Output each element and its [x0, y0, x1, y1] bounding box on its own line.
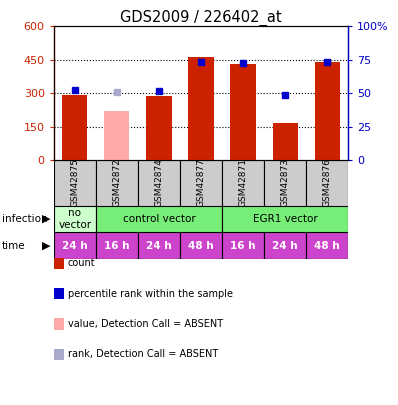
Bar: [180, 232, 222, 259]
Text: 48 h: 48 h: [188, 241, 214, 251]
Bar: [180, 160, 222, 206]
Text: 24 h: 24 h: [62, 241, 88, 251]
Bar: [54, 206, 96, 232]
Text: GSM42872: GSM42872: [112, 158, 121, 207]
Bar: [230, 64, 256, 160]
Title: GDS2009 / 226402_at: GDS2009 / 226402_at: [120, 10, 282, 26]
Bar: [54, 160, 96, 206]
Text: 16 h: 16 h: [230, 241, 256, 251]
Text: 24 h: 24 h: [272, 241, 298, 251]
Text: GSM42871: GSM42871: [238, 158, 248, 207]
Text: GSM42873: GSM42873: [281, 158, 290, 207]
Text: GSM42876: GSM42876: [323, 158, 332, 207]
Text: 24 h: 24 h: [146, 241, 172, 251]
Bar: [306, 232, 348, 259]
Text: infection: infection: [2, 214, 48, 224]
Bar: [222, 206, 348, 232]
Text: percentile rank within the sample: percentile rank within the sample: [68, 289, 233, 298]
Text: count: count: [68, 258, 95, 268]
Bar: [146, 96, 172, 160]
Text: value, Detection Call = ABSENT: value, Detection Call = ABSENT: [68, 319, 223, 329]
Bar: [62, 95, 88, 160]
Text: rank, Detection Call = ABSENT: rank, Detection Call = ABSENT: [68, 350, 218, 359]
Bar: [104, 111, 129, 160]
Bar: [314, 62, 340, 160]
Text: GSM42877: GSM42877: [197, 158, 205, 207]
Bar: [222, 232, 264, 259]
Bar: [96, 232, 138, 259]
Text: 16 h: 16 h: [104, 241, 130, 251]
Bar: [96, 160, 138, 206]
Text: GSM42875: GSM42875: [70, 158, 79, 207]
Text: 48 h: 48 h: [314, 241, 340, 251]
Text: EGR1 vector: EGR1 vector: [253, 214, 318, 224]
Text: GSM42874: GSM42874: [154, 158, 164, 207]
Bar: [222, 160, 264, 206]
Bar: [138, 160, 180, 206]
Text: control vector: control vector: [123, 214, 195, 224]
Bar: [96, 206, 222, 232]
Bar: [54, 232, 96, 259]
Bar: [264, 160, 306, 206]
Text: ▶: ▶: [41, 241, 50, 251]
Bar: [264, 232, 306, 259]
Bar: [306, 160, 348, 206]
Bar: [138, 232, 180, 259]
Text: ▶: ▶: [41, 214, 50, 224]
Bar: [273, 123, 298, 160]
Bar: [188, 57, 214, 160]
Text: no
vector: no vector: [58, 208, 91, 230]
Text: time: time: [2, 241, 25, 251]
